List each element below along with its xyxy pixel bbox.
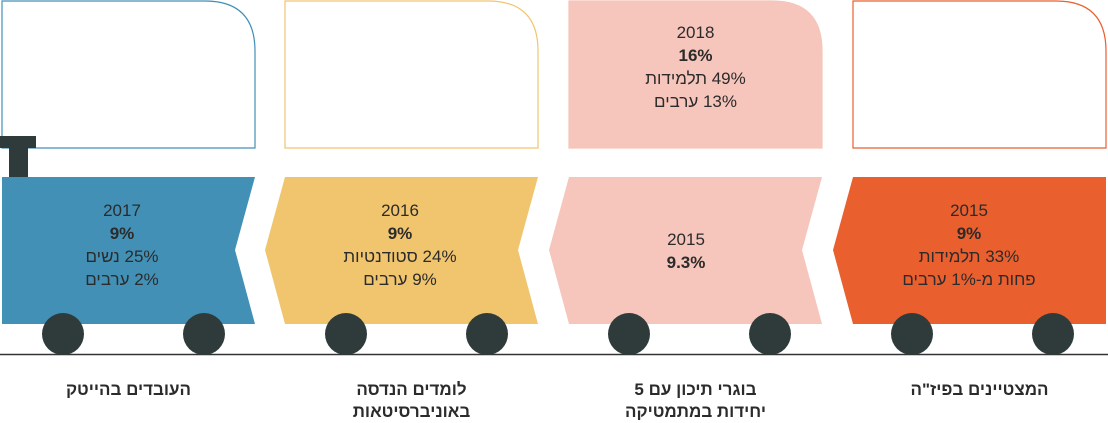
window-physics xyxy=(852,0,1107,149)
label-text: העובדים בהייטק xyxy=(65,380,192,399)
percent-value: 16% xyxy=(678,46,713,65)
year: 2016 xyxy=(381,201,419,220)
wheel xyxy=(325,313,367,355)
window-engineering xyxy=(284,0,539,149)
year: 2015 xyxy=(950,201,988,220)
percent-value: 9.3% xyxy=(666,253,706,272)
car-engineering xyxy=(265,177,538,324)
window-hitech xyxy=(1,0,256,149)
label-engineering: לומדים הנדסה באוניברסיטאות xyxy=(285,379,538,423)
label-math: בוגרי תיכון עם 5 יחידות במתמטיקה xyxy=(569,379,822,423)
chimney-stem xyxy=(9,148,28,177)
wheel xyxy=(891,313,933,355)
wheel xyxy=(42,313,84,355)
wheel xyxy=(183,313,225,355)
stat-arabs: 13% ערבים xyxy=(654,92,737,111)
window-text-math: 2018 16% 49% תלמידות 13% ערבים xyxy=(569,21,822,113)
car-text-hitech: 2017 9% 25% נשים 2% ערבים xyxy=(2,199,242,291)
wheel xyxy=(608,313,650,355)
car-text-engineering: 2016 9% 24% סטודנטיות 9% ערבים xyxy=(280,199,520,291)
year: 2017 xyxy=(103,201,141,220)
wheel xyxy=(1032,313,1074,355)
label-hitech: העובדים בהייטק xyxy=(2,379,255,401)
car-text-physics: 2015 9% 33% תלמידות פחות מ-1% ערבים xyxy=(849,199,1089,291)
car-text-math: 2015 9.3% xyxy=(566,228,806,274)
label-line: יחידות במתמטיקה xyxy=(625,402,766,421)
car-hitech xyxy=(2,177,255,324)
label-text: המצטיינים בפיז"ה xyxy=(910,380,1049,399)
year: 2015 xyxy=(667,230,705,249)
label-line: בוגרי תיכון עם 5 xyxy=(634,380,757,399)
stat-arabs: 2% ערבים xyxy=(85,270,159,289)
label-physics: המצטיינים בפיז"ה xyxy=(853,379,1106,401)
car-physics xyxy=(833,177,1106,324)
percent-value: 9% xyxy=(387,224,413,243)
year: 2018 xyxy=(676,23,715,42)
stat-arabs: 9% ערבים xyxy=(363,270,437,289)
percent-value: 9% xyxy=(109,224,135,243)
label-line: באוניברסיטאות xyxy=(352,402,471,421)
stat-women: 24% סטודנטיות xyxy=(343,247,457,266)
stat-women: 33% תלמידות xyxy=(918,247,1020,266)
wheel xyxy=(466,313,508,355)
window-math xyxy=(568,0,823,149)
percent-value: 9% xyxy=(956,224,982,243)
stat-women: 25% נשים xyxy=(85,247,159,266)
label-line: לומדים הנדסה xyxy=(356,380,467,399)
stat-arabs: פחות מ-1% ערבים xyxy=(902,270,1036,289)
car-math xyxy=(549,177,822,324)
stat-women: 49% תלמידות xyxy=(645,69,746,88)
chimney xyxy=(0,136,36,148)
wheel xyxy=(749,313,791,355)
